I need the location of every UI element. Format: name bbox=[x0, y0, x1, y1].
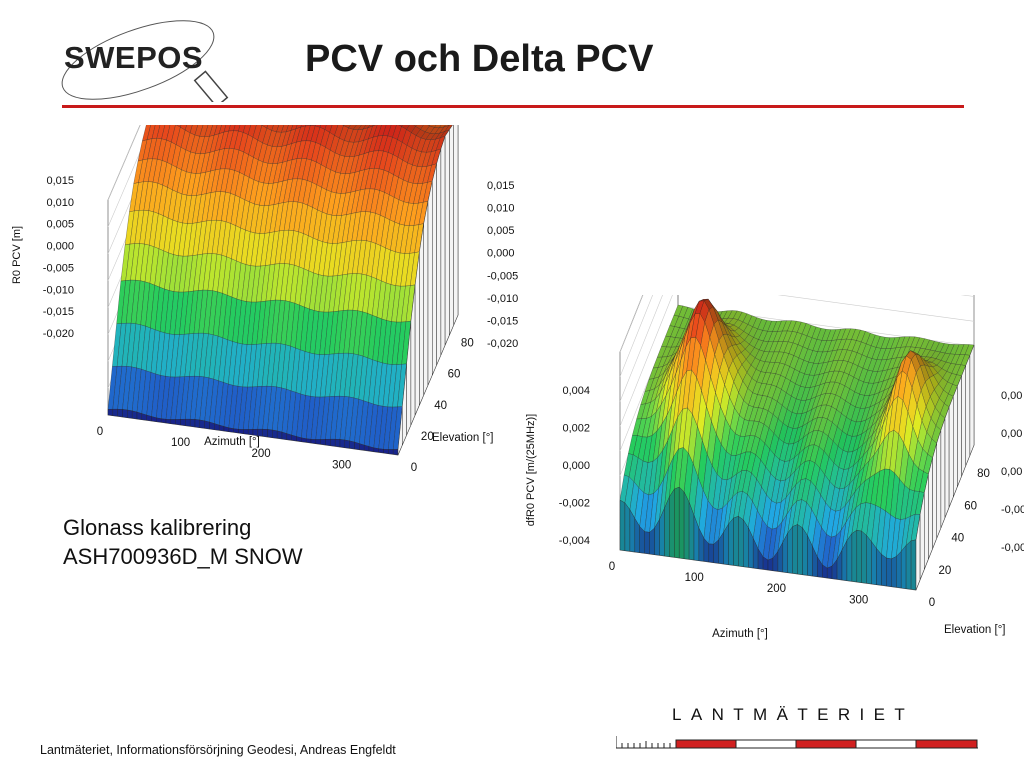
r0-ytick-2: 40 bbox=[434, 400, 447, 412]
dfr0-ytick-1: 20 bbox=[938, 565, 951, 577]
dfr0-side-wall bbox=[915, 344, 975, 591]
dfr0-ytick-3: 60 bbox=[964, 500, 977, 512]
r0-ztick-left-1: 0,010 bbox=[46, 197, 74, 209]
dfr0-ztick-left-0: 0,004 bbox=[562, 385, 590, 397]
r0-ztick-right-2: 0,005 bbox=[487, 225, 515, 237]
r0-ytick-0: 0 bbox=[411, 462, 417, 474]
dfr0-ztick-left-2: 0,000 bbox=[562, 460, 590, 472]
dfr0-xtick-1: 100 bbox=[685, 572, 704, 584]
dfr0-surface bbox=[619, 298, 975, 569]
dfr0-ztick-right-2: 0,00 bbox=[1001, 466, 1022, 478]
r0-front-wall bbox=[107, 409, 399, 456]
r0-ztick-right-7: -0,020 bbox=[487, 338, 518, 350]
dfr0-front-wall bbox=[619, 486, 917, 591]
dfr0-ztick-right-4: -0,004 bbox=[1001, 542, 1024, 554]
r0-ztick-left-7: -0,020 bbox=[43, 328, 74, 340]
r0-side-wall bbox=[397, 125, 459, 456]
dfr0-ytick-4: 80 bbox=[977, 468, 990, 480]
r0-ytick-3: 60 bbox=[448, 369, 461, 381]
r0-pcv-surface-chart: 0,015 0,010 0,005 0,000 -0,005 -0,010 -0,015 -0… bbox=[0, 125, 540, 475]
description-line-2: ASH700936D_M SNOW bbox=[63, 544, 303, 569]
dfr0-ztick-right-3: -0,00 bbox=[1001, 504, 1024, 516]
r0-ztick-left-4: -0,005 bbox=[43, 262, 74, 274]
dfr0-tick-labels: 0,004 0,002 0,000 -0,002 -0,004 0,00 0,00 0,00 -… bbox=[525, 385, 1024, 640]
r0-xtick-1: 100 bbox=[171, 437, 190, 449]
dfr0-ztick-right-0: 0,00 bbox=[1001, 390, 1022, 402]
lantmateriet-wordmark: LANTMÄTERIET bbox=[672, 705, 915, 724]
swepos-orbit-icon bbox=[61, 20, 229, 108]
title-divider bbox=[62, 105, 964, 108]
r0-ztick-left-3: 0,000 bbox=[46, 241, 74, 253]
r0-ztick-right-4: -0,005 bbox=[487, 270, 518, 282]
dfr0-ytick-2: 40 bbox=[951, 533, 964, 545]
r0-ztick-right-1: 0,010 bbox=[487, 203, 515, 215]
r0-ytick-1: 20 bbox=[421, 431, 434, 443]
r0-tick-labels: 0,015 0,010 0,005 0,000 -0,005 -0,010 -0,015 -0… bbox=[11, 175, 518, 474]
footer-credit: Lantmäteriet, Informationsförsörjning Ge… bbox=[40, 743, 396, 757]
dfr0-pcv-surface-chart: 0,004 0,002 0,000 -0,002 -0,004 0,00 0,00 0,00 -… bbox=[512, 295, 1024, 665]
r0-ylabel: Elevation [°] bbox=[432, 432, 494, 444]
dfr0-ztick-right-1: 0,00 bbox=[1001, 428, 1022, 440]
description-line-1: Glonass kalibrering bbox=[63, 515, 252, 540]
r0-pcv-chart-svg: 0,015 0,010 0,005 0,000 -0,005 -0,010 -0,015 -0… bbox=[11, 125, 518, 474]
r0-zlabel: R0 PCV [m] bbox=[11, 226, 23, 284]
r0-ztick-left-2: 0,005 bbox=[46, 219, 74, 231]
r0-surface bbox=[107, 125, 453, 450]
r0-ztick-right-0: 0,015 bbox=[487, 180, 515, 192]
page-title: PCV och Delta PCV bbox=[305, 38, 654, 80]
dfr0-pcv-chart-svg: 0,004 0,002 0,000 -0,002 -0,004 0,00 0,00 0,00 -… bbox=[525, 295, 1024, 640]
dfr0-xtick-3: 300 bbox=[849, 594, 868, 606]
r0-ztick-left-0: 0,015 bbox=[46, 175, 74, 187]
calibration-description: Glonass kalibrering ASH700936D_M SNOW bbox=[63, 513, 303, 571]
logo-text: SWEPOS bbox=[64, 40, 204, 75]
r0-xtick-0: 0 bbox=[97, 426, 103, 438]
r0-ztick-right-5: -0,010 bbox=[487, 293, 518, 305]
dfr0-xtick-0: 0 bbox=[609, 561, 615, 573]
dfr0-xlabel: Azimuth [°] bbox=[712, 628, 768, 640]
dfr0-ztick-left-1: 0,002 bbox=[562, 423, 590, 435]
r0-xtick-2: 200 bbox=[252, 448, 271, 460]
r0-xlabel: Azimuth [°] bbox=[204, 436, 260, 448]
r0-xtick-3: 300 bbox=[332, 459, 351, 471]
r0-ztick-left-6: -0,015 bbox=[43, 306, 74, 318]
dfr0-zlabel: dfR0 PCV [m/(25MHz)] bbox=[525, 414, 537, 526]
lantmateriet-scale-bar bbox=[616, 736, 978, 749]
swepos-logo: SWEPOS bbox=[56, 12, 236, 108]
r0-ztick-right-6: -0,015 bbox=[487, 315, 518, 327]
r0-ytick-4: 80 bbox=[461, 338, 474, 350]
r0-ztick-left-5: -0,010 bbox=[43, 284, 74, 296]
r0-ztick-right-3: 0,000 bbox=[487, 248, 515, 260]
dfr0-ylabel: Elevation [°] bbox=[944, 624, 1006, 636]
dfr0-xtick-2: 200 bbox=[767, 583, 786, 595]
dfr0-ztick-left-3: -0,002 bbox=[559, 498, 590, 510]
dfr0-ztick-left-4: -0,004 bbox=[559, 535, 590, 547]
dfr0-ytick-0: 0 bbox=[929, 597, 935, 609]
